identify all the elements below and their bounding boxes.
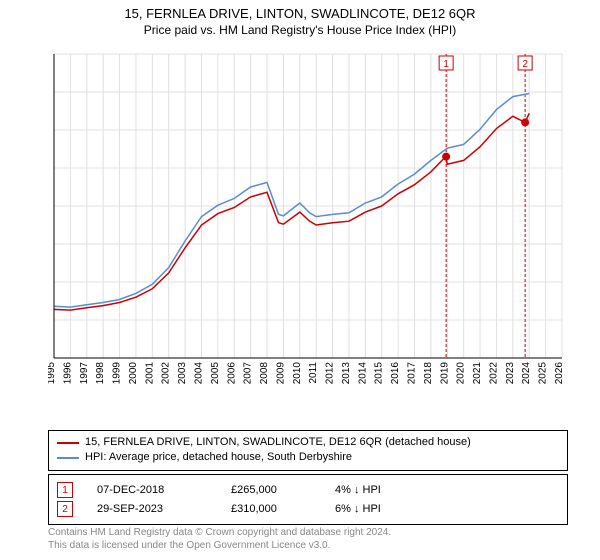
svg-text:2010: 2010 [292,362,303,385]
svg-text:2008: 2008 [259,362,270,385]
sale-hpi-1: 4% ↓ HPI [335,481,559,500]
svg-text:1998: 1998 [95,362,106,385]
svg-text:2000: 2000 [128,362,139,385]
sale-price-2: £310,000 [231,500,311,519]
svg-text:2015: 2015 [374,362,385,385]
svg-text:2020: 2020 [456,362,467,385]
svg-text:2002: 2002 [161,362,172,385]
footer-line2: This data is licensed under the Open Gov… [48,539,568,552]
sale-date-1: 07-DEC-2018 [97,481,207,500]
svg-text:2: 2 [522,59,528,70]
legend-label-property: 15, FERNLEA DRIVE, LINTON, SWADLINCOTE, … [85,435,471,450]
svg-text:1: 1 [443,59,449,70]
title-block: 15, FERNLEA DRIVE, LINTON, SWADLINCOTE, … [0,0,600,37]
price-chart: £0£50K£100K£150K£200K£250K£300K£350K£400… [48,48,568,398]
sale-marker-2: 2 [57,501,73,517]
svg-text:2026: 2026 [554,362,565,385]
svg-text:2021: 2021 [472,362,483,385]
legend-box: 15, FERNLEA DRIVE, LINTON, SWADLINCOTE, … [48,430,568,471]
sales-box: 1 07-DEC-2018 £265,000 4% ↓ HPI 2 29-SEP… [48,474,568,525]
legend-row-hpi: HPI: Average price, detached house, Sout… [57,450,559,465]
svg-text:2022: 2022 [488,362,499,385]
svg-text:1995: 1995 [48,362,57,385]
chart-container: 15, FERNLEA DRIVE, LINTON, SWADLINCOTE, … [0,0,600,560]
svg-text:2001: 2001 [144,362,155,385]
svg-text:2024: 2024 [521,362,532,385]
svg-text:1999: 1999 [112,362,123,385]
svg-text:2009: 2009 [275,362,286,385]
svg-text:2025: 2025 [538,362,549,385]
svg-text:2003: 2003 [177,362,188,385]
legend-label-hpi: HPI: Average price, detached house, Sout… [85,450,352,465]
sale-marker-1: 1 [57,482,73,498]
svg-text:2018: 2018 [423,362,434,385]
svg-text:2023: 2023 [505,362,516,385]
title-main: 15, FERNLEA DRIVE, LINTON, SWADLINCOTE, … [0,6,600,21]
svg-text:2006: 2006 [226,362,237,385]
title-sub: Price paid vs. HM Land Registry's House … [0,23,600,37]
svg-text:2011: 2011 [308,362,319,384]
svg-text:2013: 2013 [341,362,352,385]
svg-text:2019: 2019 [439,362,450,385]
svg-text:2014: 2014 [357,362,368,385]
legend-swatch-property [57,442,79,444]
sales-row-2: 2 29-SEP-2023 £310,000 6% ↓ HPI [57,500,559,519]
sale-hpi-2: 6% ↓ HPI [335,500,559,519]
svg-text:2007: 2007 [243,362,254,385]
sale-price-1: £265,000 [231,481,311,500]
svg-text:1996: 1996 [62,362,73,385]
svg-text:2017: 2017 [407,362,418,385]
svg-text:2004: 2004 [193,362,204,385]
legend-swatch-hpi [57,457,79,459]
svg-text:1997: 1997 [79,362,90,385]
footer-line1: Contains HM Land Registry data © Crown c… [48,526,568,539]
sale-date-2: 29-SEP-2023 [97,500,207,519]
sales-row-1: 1 07-DEC-2018 £265,000 4% ↓ HPI [57,481,559,500]
svg-text:2012: 2012 [325,362,336,385]
svg-text:2016: 2016 [390,362,401,385]
legend-row-property: 15, FERNLEA DRIVE, LINTON, SWADLINCOTE, … [57,435,559,450]
svg-text:2005: 2005 [210,362,221,385]
footer: Contains HM Land Registry data © Crown c… [48,526,568,552]
